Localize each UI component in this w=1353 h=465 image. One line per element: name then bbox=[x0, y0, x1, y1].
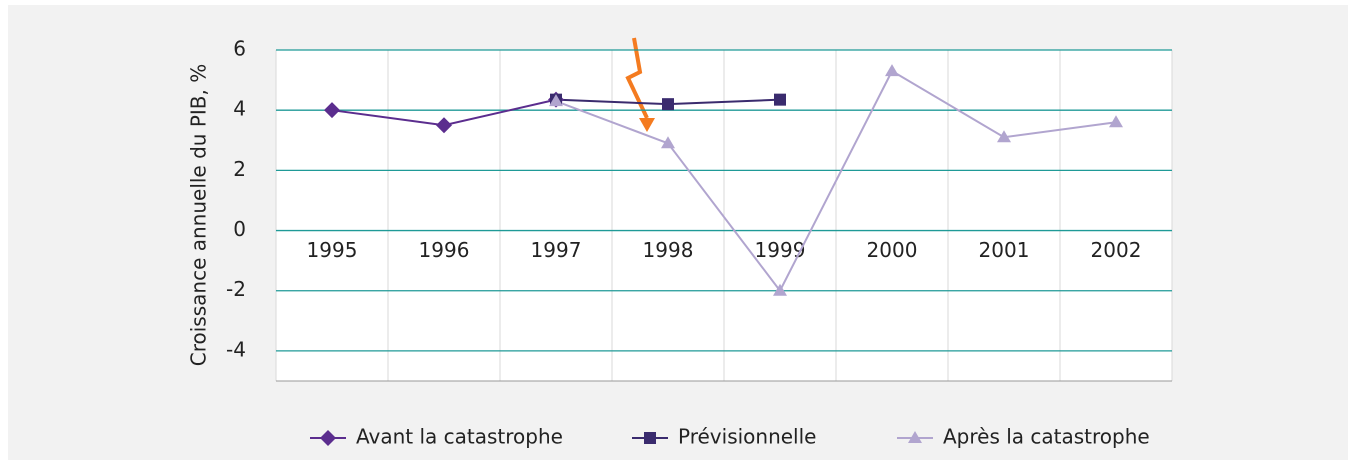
data-point bbox=[661, 136, 675, 149]
data-point bbox=[1109, 115, 1123, 128]
data-point bbox=[773, 283, 787, 296]
y-tick-label: 2 bbox=[233, 157, 246, 181]
annotation-arrow bbox=[625, 37, 655, 132]
data-point bbox=[436, 117, 452, 134]
x-tick-label: 1997 bbox=[531, 238, 582, 262]
data-point bbox=[324, 102, 340, 119]
x-tick-label: 1998 bbox=[643, 238, 694, 262]
data-point bbox=[662, 98, 674, 111]
legend-marker bbox=[644, 432, 656, 444]
data-point bbox=[549, 94, 563, 107]
legend-marker bbox=[908, 431, 922, 443]
y-tick-label: -4 bbox=[226, 337, 246, 361]
legend-label: Prévisionnelle bbox=[678, 425, 816, 449]
data-point bbox=[774, 93, 786, 106]
y-tick-label: 4 bbox=[233, 97, 246, 121]
legend-marker bbox=[320, 430, 336, 446]
data-point bbox=[997, 130, 1011, 143]
x-tick-label: 1999 bbox=[755, 238, 806, 262]
y-axis-label: Croissance annuelle du PIB, % bbox=[187, 64, 211, 366]
y-tick-label: 0 bbox=[233, 217, 246, 241]
x-tick-label: 2002 bbox=[1091, 238, 1142, 262]
x-tick-label: 2000 bbox=[867, 238, 918, 262]
series-line bbox=[555, 69, 1117, 293]
x-tick-label: 2001 bbox=[979, 238, 1030, 262]
x-tick-label: 1995 bbox=[307, 238, 358, 262]
y-tick-label: 6 bbox=[233, 37, 246, 61]
y-tick-label: -2 bbox=[226, 277, 246, 301]
legend-label: Après la catastrophe bbox=[943, 425, 1150, 449]
legend-label: Avant la catastrophe bbox=[356, 425, 563, 449]
x-tick-label: 1996 bbox=[419, 238, 470, 262]
data-point bbox=[885, 64, 899, 77]
